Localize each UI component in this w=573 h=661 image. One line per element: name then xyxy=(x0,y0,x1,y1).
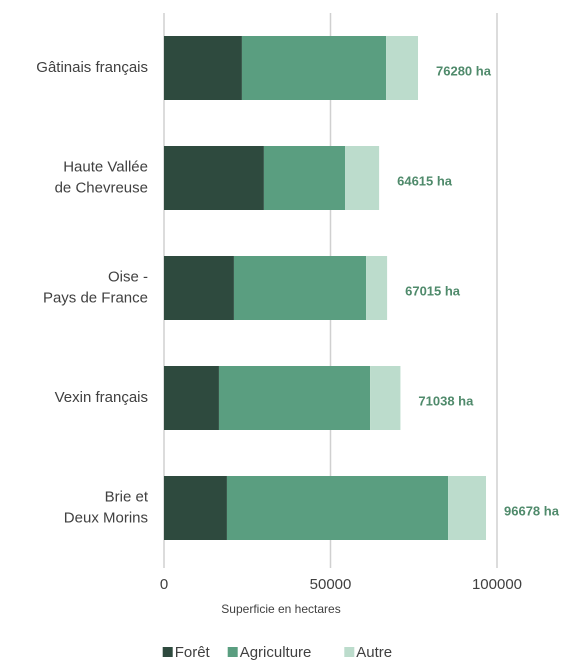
bar-segment xyxy=(226,476,449,540)
y-tick-label-line: Haute Vallée xyxy=(63,158,148,175)
legend-label: Agriculture xyxy=(240,644,312,661)
bar-segment xyxy=(233,256,367,320)
y-tick-label-line: Gâtinais français xyxy=(36,59,148,76)
legend-swatch xyxy=(344,647,355,657)
bar-segment xyxy=(366,256,388,320)
x-axis-title: Superficie en hectares xyxy=(221,602,340,616)
y-tick-label-line: Brie et xyxy=(105,488,149,505)
legend-swatch xyxy=(162,647,173,657)
bar-segment xyxy=(263,146,346,210)
total-label: 76280 ha xyxy=(436,63,492,78)
bar-segment xyxy=(448,476,487,540)
y-tick-label-line: de Chevreuse xyxy=(55,179,148,196)
total-label: 71038 ha xyxy=(418,393,474,408)
y-tick-label-line: Oise - xyxy=(108,268,148,285)
bar-segment xyxy=(164,146,264,210)
legend-label: Forêt xyxy=(175,644,211,661)
x-tick-label: 0 xyxy=(160,576,168,593)
bar-segment xyxy=(164,256,234,320)
y-tick-label: Oise - Pays de France xyxy=(43,268,148,306)
bar-segment xyxy=(370,366,401,430)
y-tick-label-line: Deux Morins xyxy=(64,509,148,526)
y-tick-label: Vexin français xyxy=(55,389,148,406)
bar-segment xyxy=(164,36,242,100)
bar-segment xyxy=(241,36,387,100)
y-tick-label: Brie et Deux Morins xyxy=(64,488,149,526)
bar-segment xyxy=(164,476,227,540)
y-tick-label: Gâtinais français xyxy=(36,59,148,76)
y-tick-label-line: Pays de France xyxy=(43,289,148,306)
bar-segment xyxy=(345,146,380,210)
total-label: 67015 ha xyxy=(405,283,461,298)
y-tick-label-line: Vexin français xyxy=(55,389,148,406)
total-label: 64615 ha xyxy=(397,173,453,188)
bar-segment xyxy=(386,36,419,100)
y-tick-label: Haute Vallée de Chevreuse xyxy=(55,158,148,196)
legend-swatch xyxy=(227,647,238,657)
bar-segment xyxy=(164,366,219,430)
x-tick-label: 50000 xyxy=(310,576,352,593)
x-tick-label: 100000 xyxy=(472,576,522,593)
total-label: 96678 ha xyxy=(504,503,560,518)
legend-label: Autre xyxy=(356,644,392,661)
bar-segment xyxy=(218,366,371,430)
